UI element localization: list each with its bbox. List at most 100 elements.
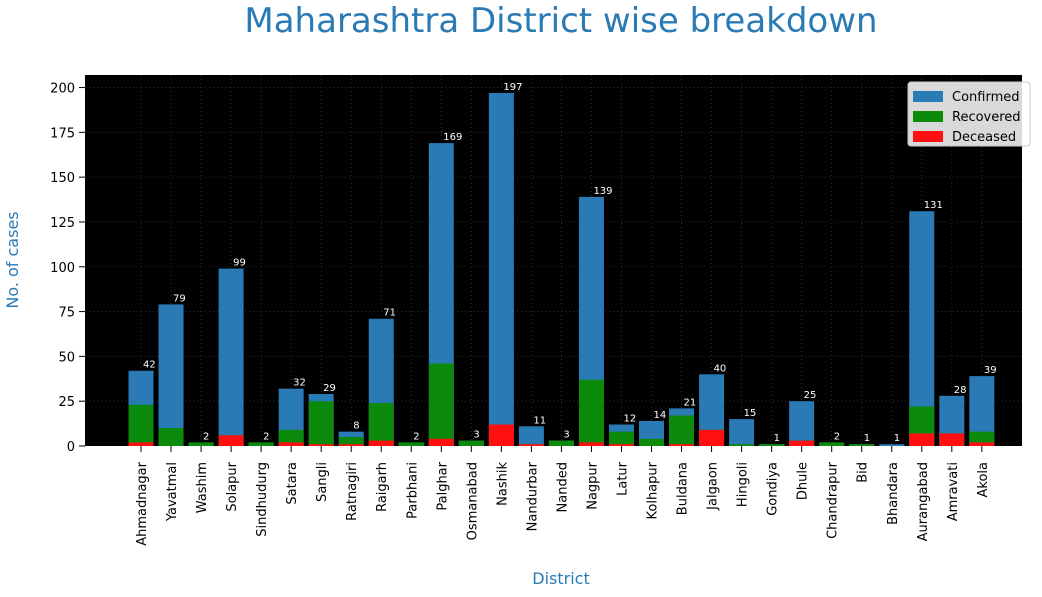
legend-swatch-recovered — [913, 111, 943, 122]
bar-recovered-bid — [849, 444, 875, 446]
data-label-bid: 1 — [864, 433, 870, 444]
data-label-akola: 39 — [984, 365, 997, 376]
x-tick-label-satara: Satara — [285, 462, 300, 505]
data-label-jalgaon: 40 — [714, 363, 727, 374]
x-tick-label-yavatmal: Yavatmal — [165, 462, 180, 522]
data-label-buldana: 21 — [684, 397, 697, 408]
bar-deceased-ratnagiri — [338, 444, 364, 446]
legend-label-recovered: Recovered — [952, 110, 1021, 125]
x-tick-label-kolhapur: Kolhapur — [646, 461, 661, 519]
legend-label-deceased: Deceased — [952, 130, 1016, 145]
bar-recovered-sangli — [308, 401, 334, 446]
bar-recovered-satara — [278, 429, 304, 446]
bar-deceased-nandurbar — [518, 444, 544, 446]
bar-recovered-yavatmal — [158, 428, 184, 446]
data-label-hingoli: 15 — [744, 408, 757, 419]
y-tick-label: 150 — [50, 171, 75, 186]
data-label-sangli: 29 — [323, 383, 336, 394]
x-tick-label-nashik: Nashik — [495, 462, 510, 506]
bar-recovered-washim — [188, 442, 214, 446]
x-tick-label-latur: Latur — [615, 461, 630, 496]
data-label-ahmadnagar: 42 — [143, 360, 156, 371]
x-tick-label-nanded: Nanded — [555, 462, 570, 512]
bar-deceased-amravati — [939, 433, 965, 446]
x-tick-label-chandrapur: Chandrapur — [826, 461, 841, 539]
x-tick-label-dhule: Dhule — [796, 462, 811, 500]
bar-deceased-jalgaon — [699, 429, 725, 446]
bar-deceased-ahmadnagar — [128, 442, 154, 446]
bar-deceased-satara — [278, 442, 304, 446]
data-label-amravati: 28 — [954, 385, 967, 396]
bar-recovered-palghar — [428, 363, 454, 446]
bar-deceased-nagpur — [578, 442, 604, 446]
bar-recovered-osmanabad — [458, 440, 484, 446]
data-label-latur: 12 — [623, 413, 636, 424]
x-tick-label-nagpur: Nagpur — [585, 461, 600, 509]
data-label-gondiya: 1 — [774, 433, 780, 444]
bar-confirmed-nashik — [488, 92, 514, 447]
data-label-bhandara: 1 — [894, 433, 900, 444]
data-label-ratnagiri: 8 — [353, 421, 359, 432]
bar-recovered-ratnagiri — [338, 437, 364, 446]
data-label-solapur: 99 — [233, 258, 246, 269]
bar-recovered-kolhapur — [639, 438, 665, 446]
x-tick-label-amravati: Amravati — [946, 462, 961, 521]
data-label-palghar: 169 — [443, 132, 462, 143]
bar-recovered-chandrapur — [819, 442, 845, 446]
x-tick-label-palghar: Palghar — [435, 461, 450, 510]
x-axis: Ahmadnagar Yavatmal Washim Solapur Sindhudur… — [135, 446, 991, 546]
data-label-yavatmal: 79 — [173, 293, 186, 304]
data-label-nandurbar: 11 — [533, 415, 546, 426]
bar-recovered-ahmadnagar — [128, 404, 154, 446]
y-tick-label: 25 — [58, 395, 75, 410]
bars-group — [128, 92, 995, 447]
bar-recovered-gondiya — [759, 444, 785, 446]
legend-label-confirmed: Confirmed — [952, 90, 1020, 105]
bar-deceased-solapur — [218, 435, 244, 446]
data-label-kolhapur: 14 — [654, 410, 667, 421]
y-axis-title: No. of cases — [3, 211, 22, 308]
data-label-raigarh: 71 — [383, 308, 396, 319]
bar-deceased-latur — [608, 444, 634, 446]
bar-recovered-nanded — [548, 440, 574, 446]
bar-recovered-hingoli — [729, 444, 755, 446]
y-tick-label: 200 — [50, 82, 75, 97]
data-label-nanded: 3 — [563, 430, 569, 441]
x-tick-label-aurangabad: Aurangabad — [916, 462, 931, 541]
data-label-chandrapur: 2 — [834, 431, 840, 442]
bar-recovered-sindhudurg — [248, 442, 274, 446]
bar-recovered-nagpur — [578, 379, 604, 446]
x-tick-label-sindhudurg: Sindhudurg — [255, 462, 270, 537]
bar-deceased-akola — [969, 442, 995, 446]
bar-deceased-nashik — [488, 424, 514, 446]
legend-swatch-confirmed — [913, 91, 943, 102]
bar-recovered-buldana — [669, 415, 695, 446]
x-tick-label-akola: Akola — [976, 462, 991, 498]
bar-recovered-raigarh — [368, 402, 394, 446]
bar-deceased-sangli — [308, 444, 334, 446]
x-tick-label-parbhani: Parbhani — [405, 462, 420, 519]
x-axis-title: District — [532, 569, 589, 588]
y-axis: 0 25 50 75 100 125 150 175 200 — [50, 82, 85, 455]
x-tick-label-sangli: Sangli — [315, 462, 330, 502]
bar-confirmed-hingoli — [729, 419, 755, 446]
y-tick-label: 0 — [67, 440, 75, 455]
y-tick-label: 125 — [50, 216, 75, 231]
data-label-nagpur: 139 — [593, 186, 612, 197]
x-tick-label-raigarh: Raigarh — [375, 462, 390, 512]
bar-recovered-latur — [608, 431, 634, 446]
y-tick-label: 50 — [58, 350, 75, 365]
bar-confirmed-nandurbar — [518, 426, 544, 446]
x-tick-label-osmanabad: Osmanabad — [465, 462, 480, 540]
data-label-aurangabad: 131 — [924, 200, 943, 211]
x-tick-label-gondiya: Gondiya — [766, 462, 781, 516]
x-tick-label-hingoli: Hingoli — [736, 462, 751, 507]
bar-confirmed-dhule — [789, 401, 815, 446]
data-label-dhule: 25 — [804, 390, 817, 401]
data-label-washim: 2 — [203, 431, 209, 442]
chart-title: Maharashtra District wise breakdown — [244, 1, 877, 41]
bar-confirmed-solapur — [218, 268, 244, 446]
